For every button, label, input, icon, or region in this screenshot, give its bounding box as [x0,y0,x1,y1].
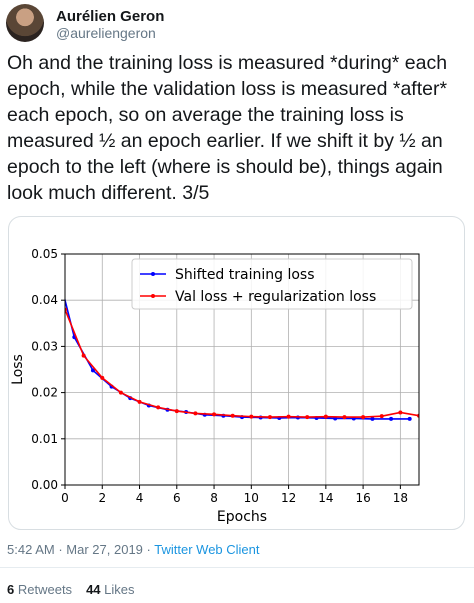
legend-entry-1: Shifted training loss [175,267,315,283]
series-2-point [174,409,179,414]
y-tick-label: 0.02 [31,386,58,400]
y-tick-label: 0.00 [31,478,58,492]
chart-legend: Shifted training loss Val loss + regulari… [131,258,413,310]
y-axis-label: Loss [10,354,26,385]
series-2-point [361,415,366,420]
x-tick-label: 14 [318,491,333,505]
legend-marker-2 [151,294,155,298]
tweet-time[interactable]: 5:42 AM [7,542,55,557]
retweets-stat[interactable]: 6 Retweets [7,582,72,597]
series-2-point [323,414,328,419]
series-2-point [118,390,123,395]
retweets-count: 6 [7,582,15,597]
series-group [54,261,419,421]
series-2-point [305,415,310,420]
author-avatar[interactable] [6,4,44,42]
series-2-point [249,414,254,419]
series-2-point [100,375,105,380]
likes-count: 44 [86,582,101,597]
series-2-point [81,353,86,358]
series-1-point [54,261,58,265]
legend-marker-1 [151,272,155,276]
series-2-point [267,415,272,420]
series-2-point [137,399,142,404]
series-line-2 [65,309,419,418]
x-tick-label: 2 [98,491,106,505]
series-1-point [407,416,412,421]
x-tick-label: 18 [393,491,408,505]
series-1-point [389,416,394,421]
series-2-point [379,414,384,419]
series-2-point [398,410,403,415]
y-tick-label: 0.04 [31,293,58,307]
y-tick-label: 0.03 [31,339,58,353]
media-card[interactable]: 0 2 4 6 8 10 12 14 16 18 0.00 0.01 0.02 0.03 0.04 0.05 … [8,216,465,530]
legend-box [131,258,413,310]
x-tick-label: 16 [355,491,370,505]
loss-chart: 0 2 4 6 8 10 12 14 16 180.000.010.020.030.040.05 … [10,247,420,525]
series-2-point [230,413,235,418]
likes-stat[interactable]: 44 Likes [86,582,134,597]
y-tick-label: 0.05 [31,247,58,261]
chart-series [54,261,419,421]
x-tick-label: 4 [136,491,144,505]
x-tick-label: 10 [244,491,259,505]
series-2-point [342,415,347,420]
x-axis-label: Epochs [217,509,267,525]
meta-separator: · [58,542,63,557]
x-tick-label: 0 [61,491,69,505]
tweet-meta: 5:42 AM · Mar 27, 2019 · Twitter Web Cli… [7,542,260,557]
author-name[interactable]: Aurélien Geron [56,8,165,25]
tweet-stats: 6 Retweets 44 Likes [7,582,135,597]
chart-ticks: 0 2 4 6 8 10 12 14 16 18 0.00 0.01 0.02 0.03 0.04 0.05 [31,247,408,505]
tweet-date[interactable]: Mar 27, 2019 [66,542,143,557]
legend-entry-2: Val loss + regularization loss [175,289,376,305]
series-1-point [370,416,375,421]
chart-frame [64,253,420,486]
series-2-point [156,405,161,410]
retweets-label: Retweets [17,582,73,597]
y-tick-label: 0.01 [31,432,58,446]
x-tick-label: 8 [210,491,218,505]
series-1-point [90,368,95,373]
divider [0,567,474,568]
series-2-point [286,414,291,419]
x-tick-label: 6 [173,491,181,505]
series-2-point [212,412,217,417]
x-tick-label: 12 [281,491,296,505]
author-handle[interactable]: @aureliengeron [56,25,156,41]
likes-label: Likes [104,582,135,597]
tweet-client[interactable]: Twitter Web Client [154,542,260,557]
tweet-text: Oh and the training loss is measured *du… [7,52,453,204]
meta-separator-2: · [146,542,151,557]
series-2-point [193,411,198,416]
